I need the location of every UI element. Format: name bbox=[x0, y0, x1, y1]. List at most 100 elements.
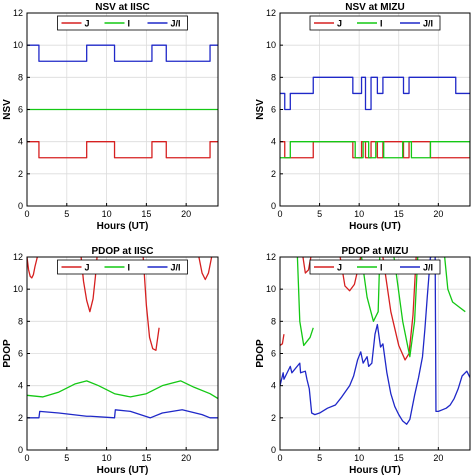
series-line-J bbox=[280, 141, 470, 159]
series-line-J-I bbox=[27, 409, 218, 419]
y-axis-label: PDOP bbox=[2, 339, 13, 368]
y-tick-label: 2 bbox=[18, 413, 23, 423]
y-tick-label: 6 bbox=[18, 349, 23, 359]
y-tick-label: 4 bbox=[271, 381, 276, 391]
x-axis-label: Hours (UT) bbox=[97, 465, 149, 476]
y-tick-label: 0 bbox=[18, 201, 23, 211]
x-axis-label: Hours (UT) bbox=[349, 465, 401, 476]
series-line-J bbox=[142, 257, 160, 351]
y-axis-label: NSV bbox=[2, 99, 13, 120]
x-tick-label: 0 bbox=[24, 453, 29, 463]
series-line-I bbox=[27, 380, 218, 400]
legend: J I J/I bbox=[309, 259, 441, 275]
legend-label: J/I bbox=[423, 263, 433, 273]
series-line-I bbox=[280, 141, 470, 159]
x-tick-label: 20 bbox=[181, 209, 191, 219]
x-axis-label: Hours (UT) bbox=[349, 221, 401, 232]
legend-label: J bbox=[337, 19, 342, 29]
chart-pdop-iisc: 0 5 10 15 20 0 2 4 6 8 10 12 PDOP at IISC Hours (UT) P… bbox=[2, 246, 219, 476]
series-line-J-I bbox=[27, 44, 218, 62]
legend: J I J/I bbox=[57, 15, 188, 31]
y-tick-label: 10 bbox=[266, 40, 276, 50]
y-tick-label: 6 bbox=[271, 105, 276, 115]
y-tick-label: 0 bbox=[18, 445, 23, 455]
y-tick-label: 0 bbox=[271, 445, 276, 455]
legend-label: J/I bbox=[423, 19, 433, 29]
y-tick-label: 0 bbox=[271, 201, 276, 211]
chart-title: NSV at MIZU bbox=[345, 2, 404, 13]
chart-pdop-mizu: 0 5 10 15 20 0 2 4 6 8 10 12 PDOP at MIZU Hours (UT) P… bbox=[255, 246, 471, 476]
y-tick-label: 4 bbox=[18, 381, 23, 391]
y-tick-label: 8 bbox=[18, 72, 23, 82]
y-tick-label: 12 bbox=[266, 8, 276, 18]
chart-nsv-iisc: 0 5 10 15 20 0 2 4 6 8 10 12 NSV at IISC Hours (UT) NS… bbox=[2, 2, 219, 232]
x-axis-label: Hours (UT) bbox=[97, 221, 149, 232]
x-tick-label: 15 bbox=[141, 209, 151, 219]
series-line-J bbox=[27, 141, 218, 159]
y-tick-label: 12 bbox=[13, 8, 23, 18]
plot-area bbox=[280, 257, 470, 425]
x-tick-label: 0 bbox=[277, 453, 282, 463]
x-tick-label: 15 bbox=[394, 209, 404, 219]
x-tick-label: 10 bbox=[102, 209, 112, 219]
y-tick-label: 8 bbox=[18, 316, 23, 326]
legend-label: J/I bbox=[171, 19, 181, 29]
x-tick-label: 5 bbox=[64, 453, 69, 463]
legend: J I J/I bbox=[309, 15, 441, 31]
y-axis-label: NSV bbox=[255, 99, 266, 120]
legend-label: J/I bbox=[171, 263, 181, 273]
series-line-J bbox=[280, 334, 285, 346]
series-line-J bbox=[198, 257, 213, 281]
legend: J I J/I bbox=[57, 259, 188, 275]
y-axis-label: PDOP bbox=[255, 339, 266, 368]
y-tick-label: 4 bbox=[18, 137, 23, 147]
series-line-J bbox=[339, 257, 362, 292]
x-tick-label: 10 bbox=[354, 209, 364, 219]
legend-label: J bbox=[85, 263, 90, 273]
legend-label: I bbox=[128, 263, 131, 273]
x-tick-label: 0 bbox=[24, 209, 29, 219]
y-tick-label: 6 bbox=[271, 349, 276, 359]
x-tick-label: 20 bbox=[433, 453, 443, 463]
series-line-I bbox=[296, 257, 314, 347]
series-line-I bbox=[393, 257, 419, 358]
y-tick-label: 2 bbox=[18, 169, 23, 179]
y-tick-label: 10 bbox=[13, 284, 23, 294]
series-line-I bbox=[444, 257, 466, 313]
y-tick-label: 12 bbox=[13, 252, 23, 262]
x-tick-label: 10 bbox=[102, 453, 112, 463]
x-tick-label: 5 bbox=[64, 209, 69, 219]
x-tick-label: 20 bbox=[433, 209, 443, 219]
series-line-I bbox=[360, 257, 381, 322]
legend-label: J bbox=[85, 19, 90, 29]
x-tick-label: 15 bbox=[394, 453, 404, 463]
y-tick-label: 6 bbox=[18, 105, 23, 115]
y-tick-label: 10 bbox=[266, 284, 276, 294]
x-tick-label: 5 bbox=[317, 453, 322, 463]
x-tick-label: 0 bbox=[277, 209, 282, 219]
x-tick-label: 5 bbox=[317, 209, 322, 219]
y-tick-label: 10 bbox=[13, 40, 23, 50]
legend-label: I bbox=[380, 263, 383, 273]
x-tick-label: 10 bbox=[354, 453, 364, 463]
series-line-J-I bbox=[434, 257, 470, 413]
series-line-J-I bbox=[280, 257, 432, 425]
chart-title: PDOP at IISC bbox=[91, 246, 153, 257]
legend-label: J bbox=[337, 263, 342, 273]
plot-area bbox=[280, 76, 470, 159]
chart-nsv-mizu: 0 5 10 15 20 0 2 4 6 8 10 12 NSV at MIZU Hours (UT) NS… bbox=[255, 2, 471, 232]
y-tick-label: 8 bbox=[271, 316, 276, 326]
legend-label: I bbox=[128, 19, 131, 29]
plot-area bbox=[27, 257, 218, 419]
y-tick-label: 2 bbox=[271, 413, 276, 423]
series-line-J bbox=[27, 257, 38, 279]
series-line-J-I bbox=[280, 76, 470, 111]
chart-title: PDOP at MIZU bbox=[341, 246, 408, 257]
y-tick-label: 8 bbox=[271, 72, 276, 82]
series-line-J bbox=[382, 257, 417, 361]
x-tick-label: 20 bbox=[181, 453, 191, 463]
y-tick-label: 12 bbox=[266, 252, 276, 262]
y-tick-label: 4 bbox=[271, 137, 276, 147]
plot-area bbox=[27, 44, 218, 159]
